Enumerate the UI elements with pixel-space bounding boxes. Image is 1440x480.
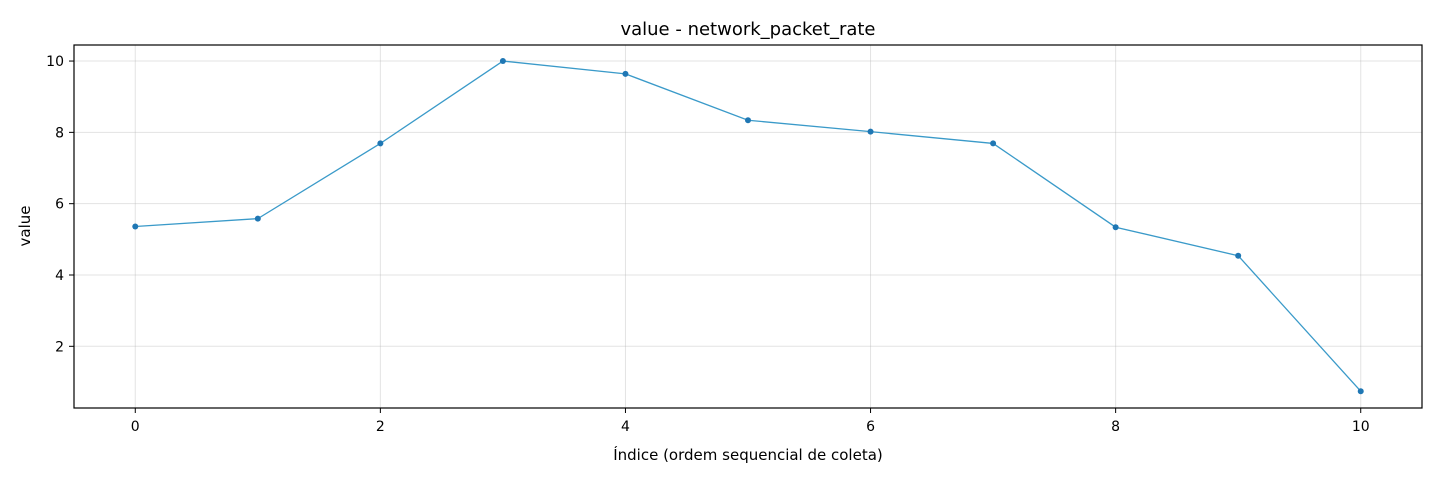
chart-title: value - network_packet_rate	[620, 19, 875, 40]
y-axis-label: value	[16, 206, 34, 247]
x-tick-label: 4	[621, 419, 630, 435]
x-tick-label: 0	[131, 419, 140, 435]
x-tick-label: 2	[376, 419, 385, 435]
y-tick-label: 4	[55, 268, 64, 284]
x-tick-label: 8	[1111, 419, 1120, 435]
y-gridlines	[74, 60, 1422, 347]
x-tick-label: 10	[1352, 419, 1370, 435]
data-point	[254, 215, 261, 222]
x-axis-label: Índice (ordem sequencial de coleta)	[613, 445, 883, 464]
y-tick-label: 6	[55, 197, 64, 213]
data-point	[1235, 252, 1242, 259]
data-point	[499, 58, 506, 65]
y-axis-ticks: 2 4 6 8 10	[46, 54, 74, 355]
x-tick-label: 6	[866, 419, 875, 435]
data-point	[377, 140, 384, 147]
series-line	[135, 60, 1362, 392]
y-tick-label: 10	[46, 54, 64, 70]
plot-frame	[73, 44, 1423, 409]
data-point	[745, 117, 751, 124]
data-point	[1112, 224, 1119, 231]
x-gridlines	[134, 45, 1362, 408]
x-axis-ticks: 0 2 4 6 8 10	[131, 408, 1370, 435]
y-tick-label: 8	[55, 125, 64, 141]
data-point	[1357, 388, 1364, 395]
data-point	[990, 140, 997, 147]
y-tick-label: 2	[55, 339, 64, 355]
data-point	[132, 223, 139, 230]
series-group	[132, 58, 1364, 395]
data-point	[867, 128, 874, 135]
data-point	[622, 70, 629, 77]
